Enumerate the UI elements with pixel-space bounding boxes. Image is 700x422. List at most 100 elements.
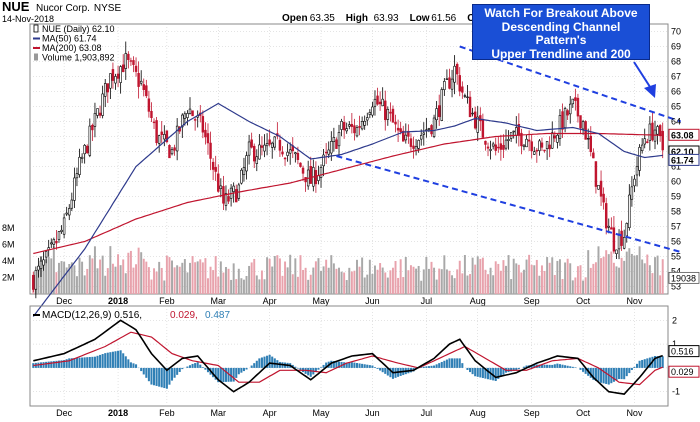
macd-hist-bar bbox=[630, 367, 633, 370]
volume-bar bbox=[330, 255, 333, 294]
candle-body bbox=[258, 144, 261, 160]
macd-line bbox=[33, 319, 663, 395]
candle-body bbox=[265, 143, 269, 147]
macd-tag-label: 0.029 bbox=[671, 367, 694, 377]
macd-hist-bar bbox=[237, 367, 240, 375]
candle-body bbox=[581, 121, 585, 130]
macd-hist-bar bbox=[363, 364, 366, 368]
volume-bar bbox=[592, 263, 595, 294]
volume-bar bbox=[201, 262, 204, 294]
price-tag-label: 61.74 bbox=[671, 155, 694, 165]
volume-axis: 2M 4M 6M 8M 19038 bbox=[2, 223, 700, 284]
macd-hist-bar bbox=[371, 365, 374, 368]
candle-body bbox=[68, 208, 71, 216]
candle-body bbox=[461, 86, 464, 93]
candle-body bbox=[604, 203, 608, 229]
macd-hist-bar bbox=[150, 367, 153, 385]
volume-bar bbox=[481, 257, 484, 294]
macd-hist-bar bbox=[188, 365, 192, 368]
annotation-arrow bbox=[633, 61, 656, 98]
price-tag-box bbox=[668, 153, 700, 166]
candle-body bbox=[209, 142, 212, 159]
macd-hist-bar bbox=[337, 361, 341, 368]
macd-hist-bar bbox=[653, 356, 657, 368]
volume-bar bbox=[70, 262, 73, 294]
volume-bar bbox=[651, 273, 654, 294]
macd-hist-bar bbox=[191, 363, 194, 368]
candle-body bbox=[232, 185, 235, 192]
volume-bar bbox=[402, 277, 405, 294]
volume-bar bbox=[540, 265, 543, 294]
volume-bar bbox=[296, 276, 299, 294]
volume-bar bbox=[594, 262, 597, 294]
macd-hist-bar bbox=[600, 367, 603, 383]
volume-bar bbox=[194, 262, 197, 294]
ohlc-label: Open bbox=[282, 13, 308, 24]
candle-body bbox=[211, 161, 215, 170]
candle-body bbox=[545, 141, 549, 149]
volume-bar bbox=[230, 279, 233, 294]
candle-body bbox=[489, 149, 492, 151]
macd-hist-bar bbox=[474, 367, 477, 377]
macd-hist-bar bbox=[582, 367, 585, 372]
macd-hist-bar bbox=[119, 350, 122, 368]
volume-bar bbox=[430, 261, 433, 294]
volume-bar bbox=[96, 268, 99, 294]
candle-body bbox=[384, 100, 387, 121]
candle-body bbox=[183, 113, 187, 119]
candle-body bbox=[286, 151, 289, 156]
macd-hist-bar bbox=[538, 364, 541, 368]
macd-hist-bar bbox=[574, 367, 577, 368]
candle-body bbox=[538, 140, 541, 151]
volume-bar bbox=[381, 267, 384, 294]
candle-body bbox=[288, 149, 292, 154]
macd-legend-signal: 0.029, bbox=[170, 310, 198, 321]
month-label: Sep bbox=[524, 296, 540, 306]
month-label: Dec bbox=[56, 296, 73, 306]
macd-hist-bar bbox=[135, 364, 138, 368]
month-label: Dec bbox=[56, 408, 73, 418]
candle-body bbox=[540, 142, 544, 148]
macd-hist-bar bbox=[602, 367, 605, 384]
candle-body bbox=[322, 154, 325, 167]
volume-bar bbox=[258, 279, 261, 294]
volume-tick-label: 6M bbox=[2, 240, 15, 250]
candle-body bbox=[57, 231, 61, 240]
volume-bar bbox=[422, 269, 425, 294]
price-tick-label: 64 bbox=[671, 117, 681, 127]
candle-body bbox=[337, 132, 341, 147]
macd-hist-bar bbox=[438, 363, 441, 368]
macd-hist-bar bbox=[199, 364, 202, 368]
volume-bar bbox=[517, 264, 520, 294]
legend-swatch bbox=[33, 24, 39, 33]
macd-hist-bar bbox=[266, 355, 269, 368]
macd-hist-bar bbox=[610, 367, 613, 384]
macd-hist-bar bbox=[510, 367, 513, 372]
ohlc-label: High bbox=[346, 13, 368, 24]
candle-body bbox=[273, 136, 277, 148]
volume-bar bbox=[93, 246, 96, 294]
macd-hist-bar bbox=[512, 367, 515, 371]
candle-body bbox=[134, 65, 138, 72]
volume-bar bbox=[556, 260, 559, 294]
volume-bar bbox=[204, 258, 207, 294]
macd-hist-bar bbox=[384, 367, 387, 374]
macd-hist-bar bbox=[117, 350, 120, 368]
candle-body bbox=[458, 75, 461, 92]
candle-body bbox=[422, 132, 426, 135]
volume-bar bbox=[371, 273, 374, 294]
candle-body bbox=[114, 76, 117, 84]
volume-bar bbox=[471, 257, 474, 294]
macd-hist-bar bbox=[145, 367, 148, 378]
volume-bar bbox=[109, 246, 112, 294]
volume-bar bbox=[284, 261, 287, 294]
volume-bar bbox=[135, 264, 138, 294]
candle-body bbox=[327, 149, 330, 155]
macd-hist-bar bbox=[314, 367, 317, 373]
candle-body bbox=[73, 177, 76, 201]
macd-hist-bar bbox=[389, 367, 392, 378]
candle-body bbox=[173, 147, 176, 151]
candle-body bbox=[558, 115, 562, 139]
volume-bar bbox=[248, 265, 251, 294]
volume-bar bbox=[129, 250, 132, 294]
